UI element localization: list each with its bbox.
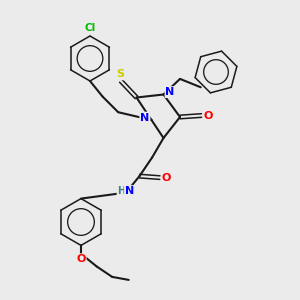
Text: N: N (125, 186, 134, 196)
Text: O: O (162, 172, 171, 183)
Text: Cl: Cl (84, 22, 96, 33)
Text: O: O (76, 254, 86, 264)
Text: N: N (166, 87, 175, 97)
Text: O: O (203, 110, 213, 121)
Text: H: H (117, 186, 126, 196)
Text: S: S (116, 69, 124, 80)
Text: N: N (140, 112, 149, 123)
